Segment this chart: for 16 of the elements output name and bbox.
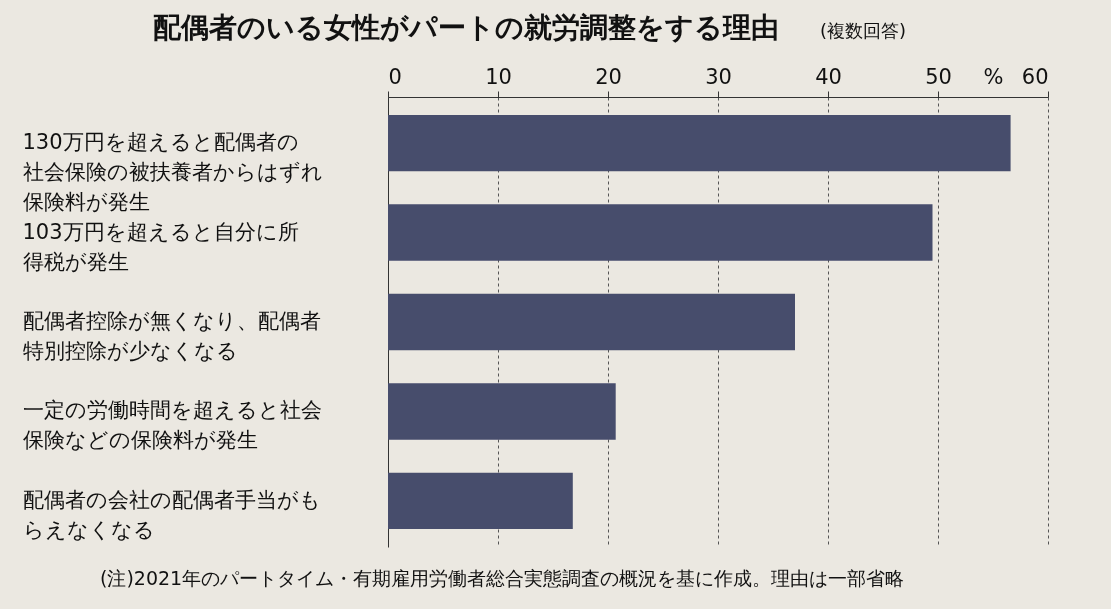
chart-title: 配偶者のいる女性がパートの就労調整をする理由 xyxy=(153,11,779,44)
x-tick-label: 60 xyxy=(1021,64,1049,89)
x-tick-label: 20 xyxy=(595,64,622,89)
y-tick-label: 103万円を超えると自分に所得税が発生 xyxy=(22,219,299,274)
y-tick-label: 配偶者控除が無くなり、配偶者特別控除が少なくなる xyxy=(22,309,321,363)
x-tick-label: 30 xyxy=(705,64,732,89)
x-tick-label: 10 xyxy=(485,64,512,89)
y-tick-label: 一定の労働時間を超えると社会保険などの保険料が発生 xyxy=(22,398,322,453)
text: (注)2021年のパートタイム・有期雇用労働者総合実態調査の概況を基に作成。理由は一部省略 xyxy=(100,567,905,589)
x-tick-label: 50 xyxy=(925,64,952,89)
y-tick-label: 130万円を超えると配偶者の社会保険の被扶養者からはずれ保険料が発生 xyxy=(22,130,323,215)
y-tick-label: 配偶者の会社の配偶者手当がもらえなくなる xyxy=(22,487,321,542)
x-tick-label: 0 xyxy=(388,64,402,89)
chart-subtitle: (複数回答) xyxy=(820,20,907,41)
x-axis-title: % xyxy=(983,64,1004,89)
x-tick-label: 40 xyxy=(815,64,842,89)
